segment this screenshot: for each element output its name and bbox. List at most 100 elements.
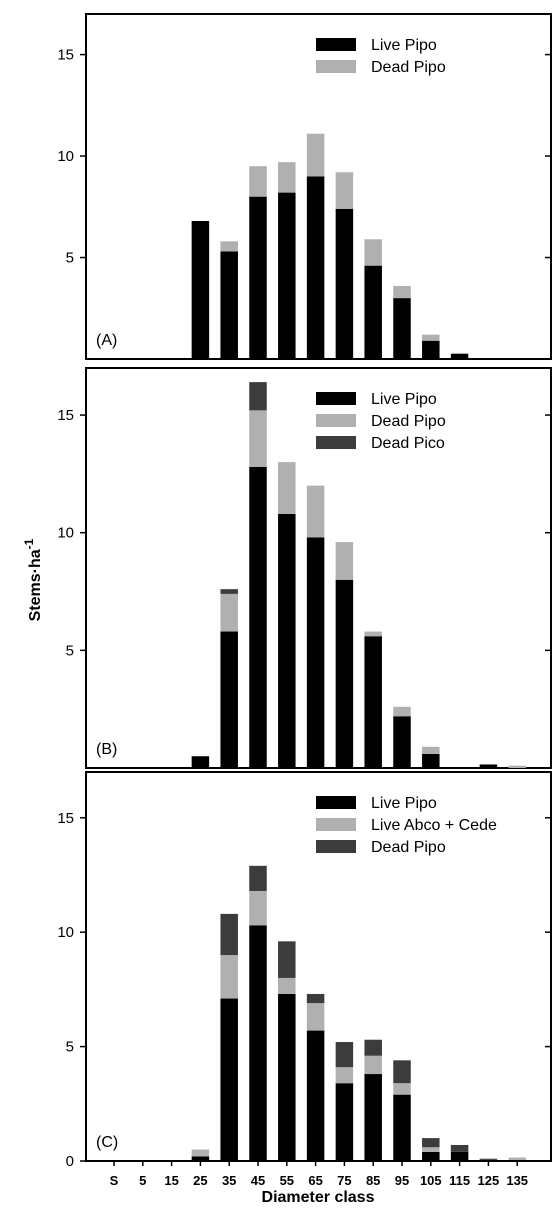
panel-label: (B) (96, 741, 117, 758)
bar-dead-pipo (335, 172, 354, 209)
bar-live-pipo (306, 537, 325, 768)
bar-dead-pipo (508, 765, 526, 768)
bar-dead-pipo (306, 133, 325, 177)
bar-live-pipo (364, 636, 382, 768)
legend-swatch (316, 818, 356, 831)
bar-dead-pipo (393, 285, 411, 299)
bar-dead-pipo (364, 1039, 382, 1056)
bar-dead-pipo (278, 462, 296, 514)
x-tick-label: 35 (222, 1173, 236, 1188)
y-tick-label: 15 (57, 47, 74, 64)
x-tick-label: 45 (251, 1173, 265, 1188)
x-tick-label: 135 (506, 1173, 528, 1188)
bar-dead-pipo (278, 941, 296, 978)
bar-live-pipo (249, 196, 267, 359)
bar-dead-pico (249, 382, 267, 411)
panel-a: 5 10 15 (A) Live Pipo Dead Pipo (57, 13, 552, 360)
bar-live-pipo (220, 631, 238, 768)
legend-label: Live Pipo (371, 391, 437, 408)
bar-dead-pipo (278, 162, 296, 193)
x-tick-label: 65 (308, 1173, 322, 1188)
panel-b: 5 10 15 (B) Live Pipo Dead Pipo Dead Pico (57, 367, 552, 769)
x-tick-label: 75 (337, 1173, 351, 1188)
bar-live-abco-cede (393, 1083, 411, 1095)
x-tick-label: 15 (164, 1173, 178, 1188)
bar-live-abco-cede (220, 955, 238, 999)
bar-dead-pipo (220, 241, 238, 252)
x-tick-label: 5 (139, 1173, 146, 1188)
bar-live-pipo (450, 353, 469, 359)
y-tick-label: 5 (66, 642, 74, 659)
x-tick-label: 85 (366, 1173, 380, 1188)
bar-dead-pipo (220, 593, 238, 632)
legend-swatch (316, 414, 356, 427)
bar-live-abco-cede (422, 1147, 440, 1152)
legend-swatch (316, 840, 356, 853)
bar-live-pipo (249, 925, 267, 1161)
y-axis-title: Stems·ha-1 (22, 538, 44, 621)
bar-dead-pipo (220, 913, 238, 956)
bar-dead-pipo (393, 1060, 411, 1084)
bar-dead-pipo (450, 352, 469, 354)
bar-dead-pipo (422, 746, 440, 754)
bar-live-pipo (479, 764, 498, 768)
bar-dead-pipo (249, 410, 267, 467)
bar-live-pipo (249, 466, 267, 768)
legend-label: Dead Pipo (371, 839, 446, 856)
x-tick-label: S (110, 1173, 119, 1188)
bar-live-pipo (191, 756, 210, 768)
bar-live-pipo (393, 1094, 411, 1161)
panel-label: (A) (96, 332, 117, 349)
bar-live-pipo (278, 192, 296, 359)
bar-dead-pipo (393, 706, 411, 717)
bar-live-pipo (306, 176, 325, 359)
legend-swatch (316, 436, 356, 449)
bar-live-pipo (220, 998, 238, 1161)
panel-label: (C) (96, 1134, 118, 1151)
x-tick-label: 25 (193, 1173, 207, 1188)
bar-live-abco-cede (335, 1067, 354, 1084)
x-tick-label: 105 (420, 1173, 442, 1188)
y-axis-title-base: Stems·ha (27, 549, 44, 621)
x-tick-label: 125 (478, 1173, 500, 1188)
bar-dead-pipo (364, 239, 382, 266)
legend-label: Live Pipo (371, 37, 437, 54)
y-tick-label: 10 (57, 924, 74, 941)
bar-live-pipo (393, 298, 411, 359)
legend-label: Dead Pipo (371, 59, 446, 76)
bar-dead-pipo (306, 485, 325, 538)
y-tick-label: 5 (66, 250, 74, 267)
bar-live-abco-cede (191, 1149, 210, 1157)
bar-dead-pipo (335, 1042, 354, 1068)
y-tick-label: 5 (66, 1039, 74, 1056)
bar-live-pipo (364, 1074, 382, 1161)
bar-live-pipo (450, 1151, 469, 1161)
bar-dead-pipo (306, 993, 325, 1004)
x-tick-label: 95 (395, 1173, 409, 1188)
bar-live-abco-cede (508, 1157, 526, 1161)
legend-label: Dead Pipo (371, 413, 446, 430)
bar-live-pipo (191, 221, 210, 359)
bar-live-pipo (278, 513, 296, 768)
bar-dead-pipo (335, 542, 354, 580)
bar-dead-pipo (479, 1158, 498, 1160)
y-tick-label: 15 (57, 810, 74, 827)
bar-live-abco-cede (364, 1055, 382, 1075)
bar-live-pipo (422, 1151, 440, 1161)
y-axis-title-superscript: -1 (22, 538, 36, 549)
bar-live-pipo (422, 753, 440, 768)
bar-live-abco-cede (278, 977, 296, 994)
bar-dead-pipo (422, 1138, 440, 1148)
x-axis-title: Diameter class (262, 1189, 375, 1206)
legend-label: Live Pipo (371, 795, 437, 812)
legend-swatch (316, 60, 356, 73)
bar-dead-pipo (249, 166, 267, 197)
y-tick-label: 0 (66, 1153, 74, 1170)
bar-live-pipo (335, 208, 354, 359)
bar-live-abco-cede (249, 890, 267, 926)
legend-swatch (316, 38, 356, 51)
bar-live-abco-cede (306, 1003, 325, 1031)
bar-dead-pico (220, 589, 238, 594)
bar-dead-pipo (450, 1144, 469, 1152)
